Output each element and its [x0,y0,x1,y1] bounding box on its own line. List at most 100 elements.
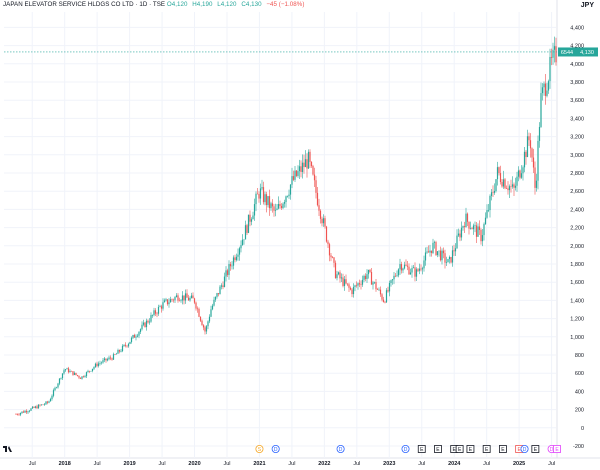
candle-body [487,210,490,211]
candle-body [159,306,161,307]
x-tick-label: Jul [288,461,295,467]
candle-body [276,208,278,210]
candle-body [51,395,53,400]
earnings-marker[interactable] [466,445,475,453]
candle-body [460,227,463,238]
y-tick-label: 3,000 [570,153,584,159]
x-tick-label: 2018 [59,461,71,467]
candle-body [204,327,206,332]
candle-body [492,192,494,193]
candle-body [27,411,29,413]
candle-body [213,299,215,306]
symbol-badge [558,47,576,57]
candle-body [238,248,241,255]
candle-body [358,283,361,285]
candle-body [364,275,367,280]
candle-body [42,404,44,406]
candle-body [162,302,164,309]
y-tick-label: 4,400 [570,25,584,31]
candle-body [447,259,449,263]
candle-body [165,299,167,301]
candle-body [190,295,193,298]
candle-body [355,285,358,287]
candle-body [181,295,184,301]
earnings-marker[interactable] [553,445,561,453]
candle-body [421,268,424,270]
high-value: H4,190 [192,1,213,8]
candle-body [223,276,226,287]
symbol-title[interactable]: JAPAN ELEVATOR SERVICE HLDGS CO LTD · 1D… [3,1,166,8]
dividend-marker[interactable] [401,444,410,453]
candle-body [249,214,251,222]
candle-body [262,187,265,203]
candle-body [186,293,188,298]
candle-body [73,372,76,375]
candle-body [267,196,269,206]
candle-body [415,269,418,277]
candle-body [166,299,169,305]
candle-body [189,297,191,301]
candle-body [172,299,175,301]
candle-body [432,242,434,253]
candle-body [58,378,61,384]
earnings-marker[interactable] [434,445,442,453]
x-tick-label: 2019 [123,461,135,467]
candle-body [151,315,154,316]
candle-body [445,262,448,263]
candle-body [246,225,248,233]
earnings-marker[interactable] [417,445,426,453]
candle-body [280,205,283,209]
x-tick-label: Jul [353,461,360,467]
candle-body [382,299,385,302]
candle-body [375,282,377,290]
candle-body [495,179,497,191]
x-tick-label: 2022 [318,461,330,467]
candle-body [52,390,55,396]
candle-body [514,185,517,188]
candle-body [555,46,557,63]
dividend-marker[interactable] [271,444,280,453]
candle-body [534,167,536,188]
close-value: C4,130 [241,1,262,8]
candle-body [372,282,374,285]
earnings-marker[interactable] [482,445,491,453]
earnings-marker[interactable] [531,445,540,453]
candle-body [414,267,416,277]
candle-body [37,404,40,409]
split-marker[interactable] [255,444,264,453]
candle-body [250,219,253,222]
dividend-marker[interactable] [520,444,529,453]
candle-body [505,188,508,189]
candle-body [70,370,73,372]
candle-body [31,406,34,409]
earnings-marker[interactable] [455,445,464,453]
candle-body [202,325,205,328]
candle-body [391,279,394,281]
earnings-marker[interactable] [498,445,507,453]
candle-body [63,370,65,374]
candle-body [175,295,178,298]
candle-body [64,369,67,371]
symbol-badge-text: 6544 [561,50,573,56]
candle-body [420,268,422,270]
candle-body [297,171,299,176]
y-tick-label: 3,800 [570,80,584,86]
y-tick-label: 600 [575,371,584,377]
candle-body [136,335,139,337]
candle-body [18,414,20,416]
candle-body [496,167,499,180]
dividend-marker[interactable] [336,444,345,453]
candle-body [97,363,100,366]
candle-body [343,279,346,286]
candle-body [379,289,382,295]
candle-body [307,151,310,169]
candle-body [288,194,290,197]
candle-body [388,283,391,292]
event-marker-label: E [469,447,473,453]
candle-body [390,280,392,284]
candle-body [471,228,473,230]
candle-body [330,255,332,258]
candle-body [210,309,212,317]
candle-body [426,251,428,253]
